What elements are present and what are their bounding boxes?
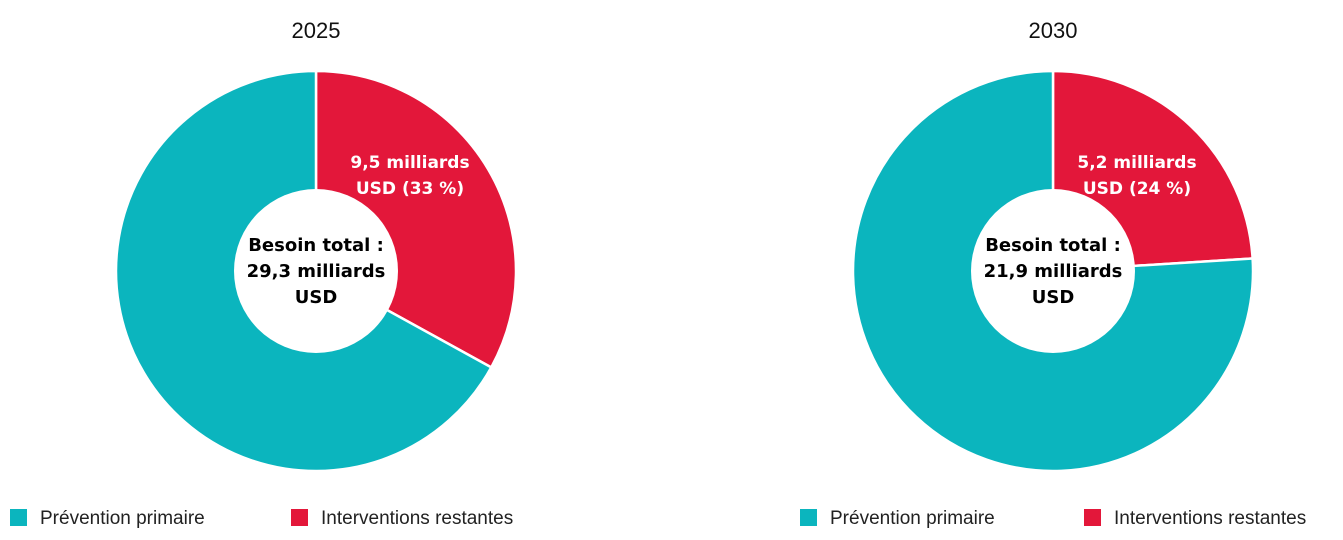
chart-title: 2030	[1029, 18, 1078, 43]
legend: Prévention primaire Interventions restant…	[10, 508, 513, 529]
legend-label-interventions-restantes: Interventions restantes	[1114, 508, 1306, 529]
legend-label-interventions-restantes: Interventions restantes	[321, 508, 513, 529]
legend: Prévention primaire Interventions restant…	[800, 508, 1306, 529]
legend-label-prevention-primaire: Prévention primaire	[830, 508, 995, 529]
chart-title: 2025	[292, 18, 341, 43]
legend-label-prevention-primaire: Prévention primaire	[40, 508, 205, 529]
legend-swatch-prevention-primaire	[10, 509, 27, 526]
legend-swatch-interventions-restantes	[1084, 509, 1101, 526]
legend-swatch-prevention-primaire	[800, 509, 817, 526]
legend-swatch-interventions-restantes	[291, 509, 308, 526]
